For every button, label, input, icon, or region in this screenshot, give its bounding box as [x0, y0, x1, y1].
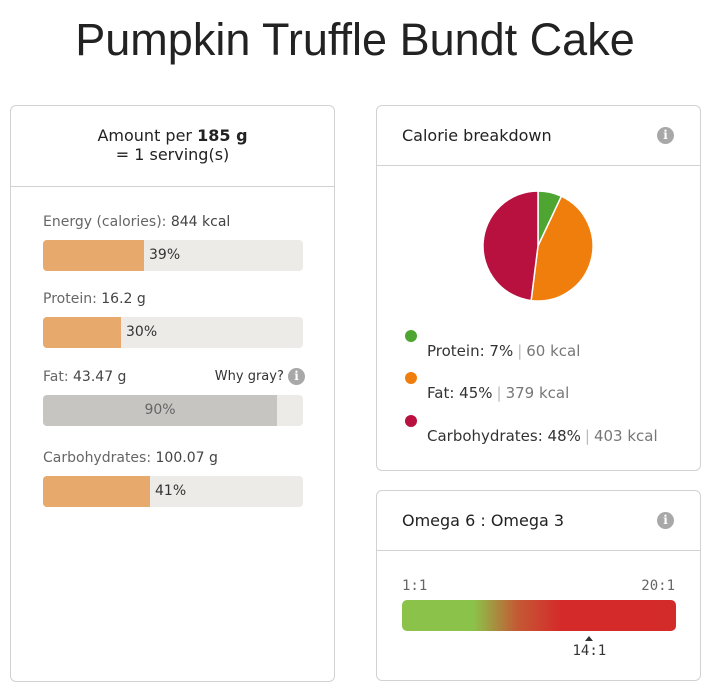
legend-label: Carbohydrates: 48% — [427, 427, 581, 445]
nutrient-value: 100.07 g — [155, 450, 218, 466]
legend-separator: | — [517, 342, 523, 360]
nutrient-value: 16.2 g — [101, 291, 146, 307]
omega-gradient-bar — [402, 600, 676, 631]
nutrient-percent: 41% — [155, 483, 187, 499]
info-icon[interactable]: i — [657, 127, 674, 144]
nutrient-bar-fill — [43, 395, 277, 426]
amount-prefix: Amount per — [97, 126, 198, 145]
nutrient-energy: Energy (calories): 844 kcal 39% — [43, 213, 303, 271]
nutrient-percent: 30% — [126, 324, 158, 340]
omega-marker-icon — [585, 636, 594, 641]
nutrient-value: 43.47 g — [73, 369, 127, 385]
nutrient-name: Fat: — [43, 369, 74, 385]
nutrient-name: Energy (calories): — [43, 214, 171, 230]
page-title: Pumpkin Truffle Bundt Cake — [75, 14, 635, 65]
legend-label: Protein: 7% — [427, 342, 514, 360]
nutrient-bar-fill — [43, 240, 144, 271]
omega-scale-max: 20:1 — [641, 578, 675, 594]
nutrient-bar: 90% — [43, 395, 303, 426]
nutrient-label: Energy (calories): 844 kcal — [43, 213, 303, 231]
calorie-breakdown-title: Calorie breakdown — [402, 126, 552, 145]
fat-legend-dot — [405, 372, 417, 384]
amount-header: Amount per 185 g = 1 serving(s) — [11, 106, 334, 187]
omega-scale-min: 1:1 — [402, 578, 428, 594]
pie-slice-fat — [530, 195, 594, 302]
nutrient-bar: 39% — [43, 240, 303, 271]
nutrient-fat: Fat: 43.47 g Why gray? i 90% — [43, 368, 305, 426]
protein-legend-dot — [405, 330, 417, 342]
nutrient-percent: 39% — [149, 247, 181, 263]
legend-label: Fat: 45% — [427, 384, 493, 402]
legend-separator: | — [584, 427, 590, 445]
calorie-pie-chart — [482, 190, 594, 302]
nutrient-label: Carbohydrates: 100.07 g — [43, 449, 303, 467]
why-gray-label[interactable]: Why gray? — [214, 369, 284, 384]
calorie-breakdown-header: Calorie breakdown i — [377, 106, 700, 166]
nutrient-bar: 41% — [43, 476, 303, 507]
omega-title: Omega 6 : Omega 3 — [402, 511, 565, 530]
nutrient-value: 844 kcal — [170, 214, 231, 230]
omega-value: 14:1 — [572, 643, 607, 659]
pie-slice-carbohydrates — [482, 190, 539, 302]
why-gray-link[interactable]: Why gray? i — [215, 368, 305, 386]
nutrient-label: Fat: 43.47 g — [43, 368, 303, 386]
omega-ratio-card: Omega 6 : Omega 3 i 1:1 20:1 14:1 — [376, 490, 701, 681]
amount-servings: = 1 serving(s) — [115, 145, 230, 164]
amount-per: Amount per 185 g — [11, 126, 334, 145]
nutrient-carbohydrates: Carbohydrates: 100.07 g 41% — [43, 449, 303, 507]
legend-kcal: 403 kcal — [593, 427, 658, 445]
nutrition-amount-card: Amount per 185 g = 1 serving(s) Energy (… — [10, 105, 335, 682]
legend-kcal: 60 kcal — [526, 342, 581, 360]
amount-weight: 185 g — [197, 126, 248, 145]
legend-kcal: 379 kcal — [505, 384, 570, 402]
nutrient-bar: 30% — [43, 317, 303, 348]
nutrient-name: Protein: — [43, 291, 102, 307]
nutrient-label: Protein: 16.2 g — [43, 290, 303, 308]
carbohydrates-legend-dot — [405, 415, 417, 427]
nutrient-bar-fill — [43, 476, 150, 507]
nutrient-name: Carbohydrates: — [43, 450, 156, 466]
nutrient-percent: 90% — [144, 402, 176, 418]
omega-header: Omega 6 : Omega 3 i — [377, 491, 700, 551]
info-icon[interactable]: i — [657, 512, 674, 529]
calorie-breakdown-card: Calorie breakdown i Protein: 7% | 60 kcal … — [376, 105, 701, 471]
legend-separator: | — [496, 384, 502, 402]
info-icon[interactable]: i — [288, 368, 305, 385]
nutrient-protein: Protein: 16.2 g 30% — [43, 290, 303, 348]
nutrient-bar-fill — [43, 317, 121, 348]
